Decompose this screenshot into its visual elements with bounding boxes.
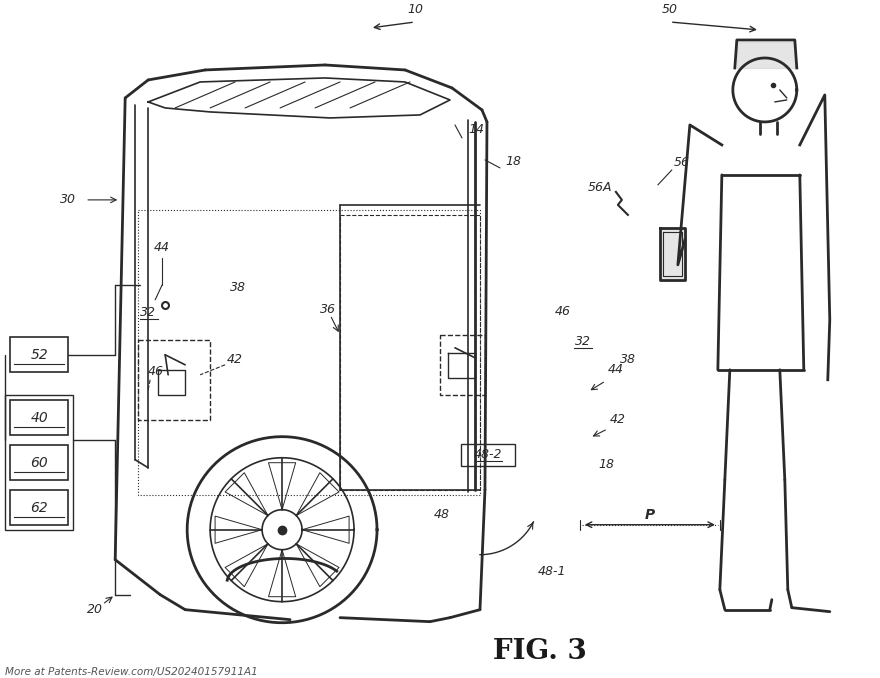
Bar xyxy=(11,445,69,480)
Bar xyxy=(11,338,69,372)
Text: 40: 40 xyxy=(30,411,48,424)
Text: 38: 38 xyxy=(230,281,246,294)
FancyBboxPatch shape xyxy=(461,444,515,466)
Text: 52: 52 xyxy=(30,348,48,362)
Text: 48: 48 xyxy=(434,508,450,521)
Text: 18: 18 xyxy=(598,458,614,471)
Text: 44: 44 xyxy=(154,241,170,254)
Bar xyxy=(11,400,69,435)
Text: 32: 32 xyxy=(140,306,156,319)
Text: 56: 56 xyxy=(674,157,690,170)
Text: 20: 20 xyxy=(87,603,103,616)
Text: FIG. 3: FIG. 3 xyxy=(493,638,587,665)
Bar xyxy=(11,490,69,525)
Text: 36: 36 xyxy=(320,303,336,317)
Text: 62: 62 xyxy=(30,501,48,515)
Text: 18: 18 xyxy=(505,155,521,168)
Text: 10: 10 xyxy=(407,3,423,16)
Text: 48-1: 48-1 xyxy=(538,565,566,578)
Text: 46: 46 xyxy=(555,305,571,319)
Text: 60: 60 xyxy=(30,456,48,470)
Text: 14: 14 xyxy=(468,123,484,136)
Text: 42: 42 xyxy=(610,414,626,426)
Text: 50: 50 xyxy=(662,3,678,16)
Text: 32: 32 xyxy=(575,336,590,348)
Text: 42: 42 xyxy=(227,353,243,366)
Text: P: P xyxy=(645,508,655,521)
Text: 44: 44 xyxy=(608,363,624,376)
Text: 30: 30 xyxy=(60,193,77,206)
Text: 46: 46 xyxy=(148,365,165,378)
Text: 48-2: 48-2 xyxy=(473,448,502,461)
Bar xyxy=(5,395,73,530)
Text: 38: 38 xyxy=(620,353,636,366)
Text: More at Patents-Review.com/US20240157911A1: More at Patents-Review.com/US20240157911… xyxy=(5,666,258,677)
Text: 56A: 56A xyxy=(588,182,612,195)
